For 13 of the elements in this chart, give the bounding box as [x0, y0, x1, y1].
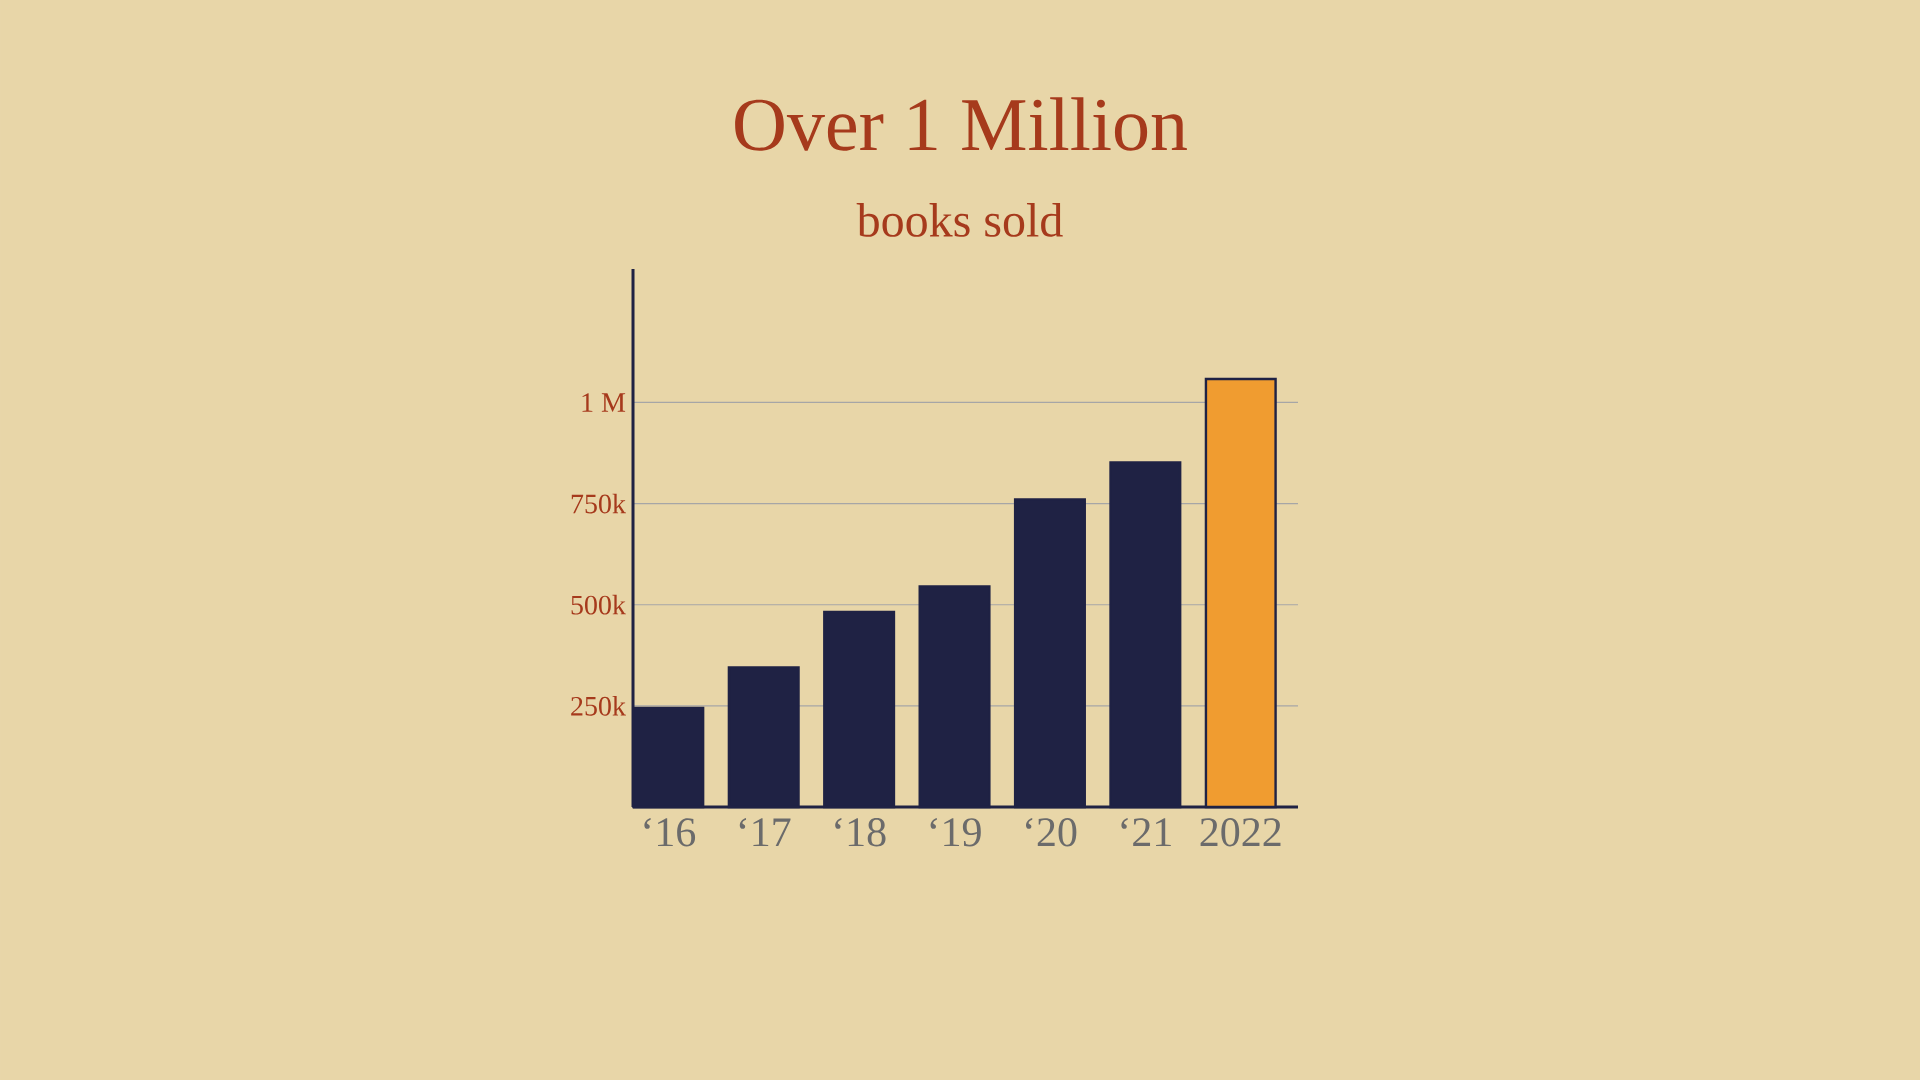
x-tick-label: ‘21: [1121, 818, 1171, 847]
x-tick-label: ‘16: [644, 818, 696, 847]
chart-title: Over 1 Million: [735, 97, 1187, 151]
x-tick-label: ‘18: [835, 818, 886, 847]
chart-subtitle: books sold: [856, 203, 1063, 237]
x-tick-label: ‘19: [930, 818, 981, 847]
y-tick-label: 750k: [571, 493, 626, 514]
y-tick-label: 250k: [571, 695, 626, 716]
x-tick-label: 2022: [1200, 818, 1281, 847]
y-tick-label: 500k: [571, 594, 626, 615]
y-tick-label: 1 M: [582, 393, 626, 412]
x-tick-label: ‘20: [1026, 818, 1077, 847]
x-tick-label: ‘17: [739, 818, 791, 847]
